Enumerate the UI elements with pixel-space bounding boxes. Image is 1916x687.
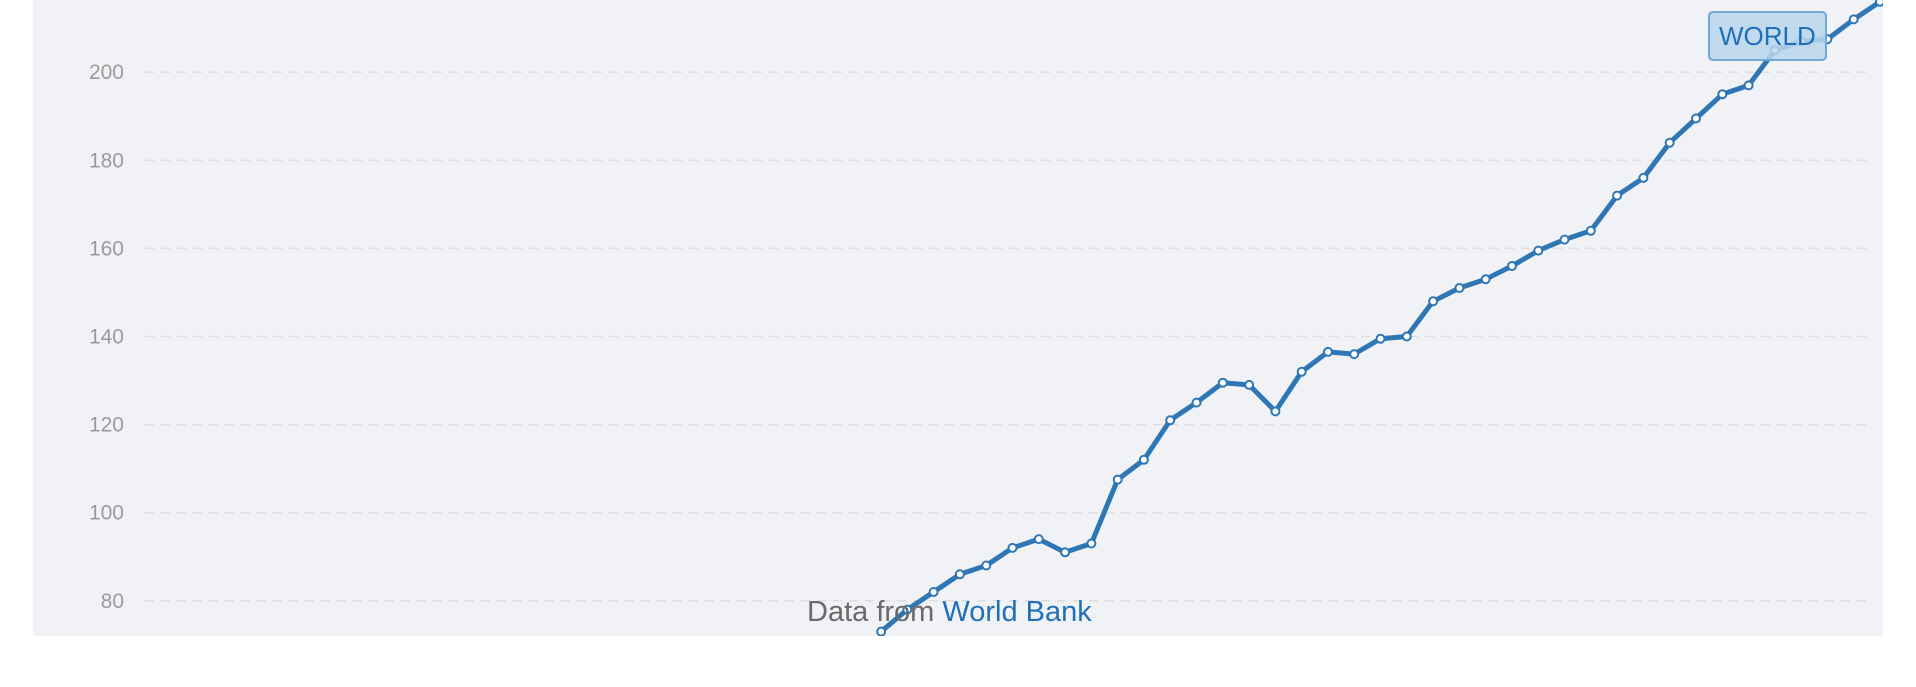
data-source-attribution: Data from World Bank [807,596,1092,629]
y-tick-label: 140 [89,325,124,348]
attribution-prefix: Data from [807,596,943,628]
data-point[interactable] [1112,474,1123,485]
data-point[interactable] [1138,454,1149,465]
grid-lines [145,71,1872,602]
data-point[interactable] [928,587,939,597]
y-axis-tick-labels: 80 100 120 140 160 180 200 [89,61,124,613]
data-point[interactable] [1454,283,1465,293]
data-point[interactable] [1191,397,1202,408]
data-point[interactable] [1060,547,1071,558]
series-world[interactable] [876,0,1884,636]
data-point[interactable] [954,569,965,580]
y-tick-label: 160 [89,237,124,260]
data-point[interactable] [1612,190,1623,201]
series-label-world[interactable]: WORLD [1708,11,1827,61]
data-point[interactable] [1638,172,1649,183]
data-point[interactable] [1507,261,1517,271]
data-point[interactable] [1033,534,1044,545]
y-tick-label: 200 [89,61,124,84]
data-point[interactable] [902,604,913,615]
data-point[interactable] [1086,538,1097,549]
world-bank-link[interactable]: World Bank [942,596,1092,628]
data-point[interactable] [1743,80,1754,91]
data-point[interactable] [1323,346,1333,357]
data-point[interactable] [1559,234,1570,245]
data-point[interactable] [1717,89,1728,100]
data-point[interactable] [1349,349,1360,360]
data-point[interactable] [1401,331,1412,342]
data-point[interactable] [1217,377,1228,388]
y-tick-label: 100 [89,502,124,525]
data-point[interactable] [1585,225,1596,236]
data-point[interactable] [1691,113,1701,124]
data-point[interactable] [1244,379,1255,390]
data-point[interactable] [1270,406,1281,417]
data-point[interactable] [1428,296,1439,307]
data-point[interactable] [981,560,992,571]
plot-area [33,0,1883,636]
data-point[interactable] [1007,542,1018,553]
y-tick-label: 120 [89,414,124,437]
series-line-world[interactable] [878,0,1883,635]
data-point[interactable] [1165,415,1176,426]
data-point[interactable] [1875,0,1884,7]
data-point[interactable] [1375,333,1386,344]
data-point[interactable] [1533,245,1544,256]
y-tick-label: 180 [89,149,124,172]
data-point[interactable] [1664,137,1675,148]
data-point[interactable] [1296,366,1307,377]
data-point[interactable] [1480,274,1491,285]
y-tick-label: 80 [101,590,124,613]
data-point[interactable] [1848,14,1859,25]
data-point[interactable] [876,626,887,636]
